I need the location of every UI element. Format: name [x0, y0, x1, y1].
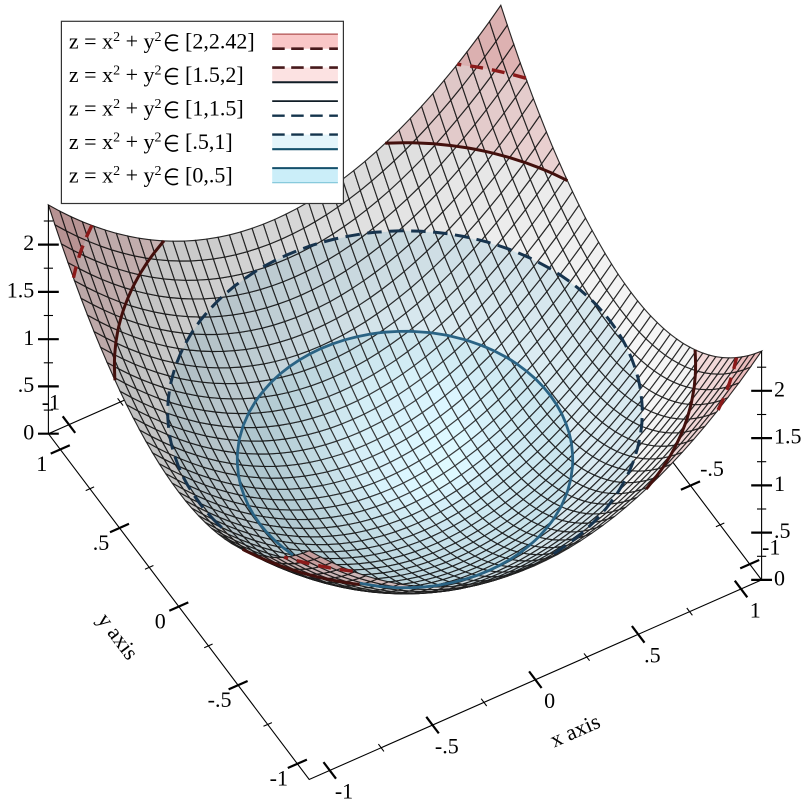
svg-text:[2,2.42]: [2,2.42]: [185, 29, 255, 54]
svg-text:1: 1: [23, 325, 34, 350]
svg-text:0: 0: [544, 688, 555, 713]
svg-text:0: 0: [155, 608, 166, 633]
svg-text:z = x2 + y2: z = x2 + y2: [69, 62, 162, 87]
svg-text:-.5: -.5: [700, 456, 724, 481]
svg-text:1.5: 1.5: [774, 424, 802, 449]
svg-text:2: 2: [774, 376, 785, 401]
svg-text:-1: -1: [762, 535, 780, 560]
svg-text:0: 0: [23, 419, 34, 444]
svg-text:-.5: -.5: [208, 687, 232, 712]
svg-text:[1,1.5]: [1,1.5]: [185, 96, 244, 121]
svg-text:z = x2 + y2: z = x2 + y2: [69, 163, 162, 188]
svg-text:.5: .5: [644, 643, 661, 668]
svg-text:[1.5,2]: [1.5,2]: [185, 62, 244, 87]
svg-text:1: 1: [36, 451, 47, 476]
svg-text:.5: .5: [93, 530, 110, 555]
svg-text:-1: -1: [270, 766, 288, 791]
svg-text:1.5: 1.5: [7, 278, 35, 303]
svg-text:.5: .5: [774, 518, 791, 543]
svg-text:2: 2: [23, 230, 34, 255]
svg-text:.5: .5: [18, 372, 35, 397]
svg-text:-1: -1: [42, 390, 60, 415]
svg-text:1: 1: [750, 597, 761, 622]
svg-text:[.5,1]: [.5,1]: [185, 129, 233, 154]
svg-text:0: 0: [774, 566, 785, 591]
svg-text:1: 1: [774, 471, 785, 496]
svg-text:-.5: -.5: [435, 733, 459, 758]
svg-text:-1: -1: [335, 779, 353, 804]
svg-text:[0,.5]: [0,.5]: [185, 163, 233, 188]
